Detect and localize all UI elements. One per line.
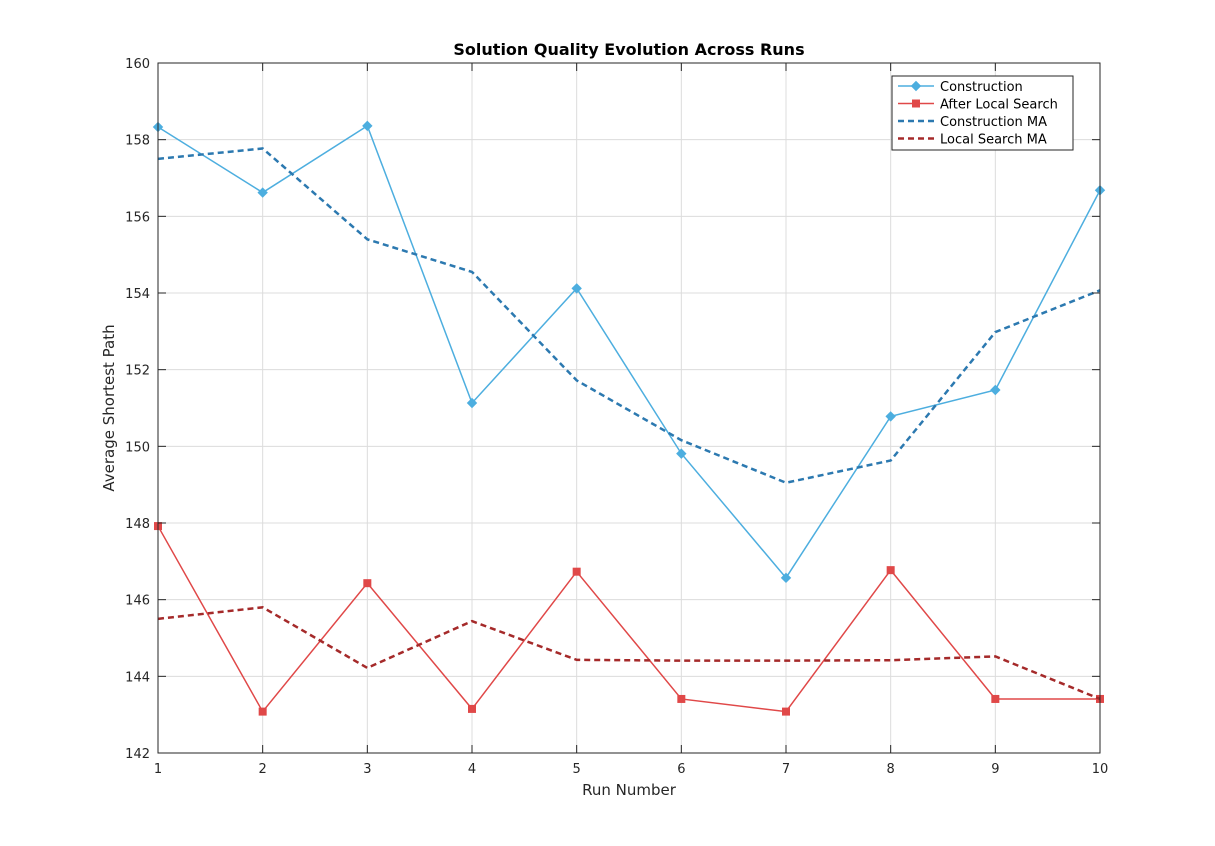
data-point-construction [257, 187, 268, 198]
y-tick-label: 160 [125, 57, 150, 72]
legend-label: After Local Search [940, 98, 1058, 113]
y-tick-label: 146 [125, 594, 150, 609]
axis-ticks: 1 2 3 4 5 6 7 8 9 10 142 144 146 148 150 152 154 156 158 16… [125, 57, 1108, 777]
y-tick-label: 148 [125, 517, 150, 532]
data-point-after-local-search [468, 704, 476, 713]
data-point-construction [780, 572, 792, 584]
legend-label: Construction MA [940, 115, 1047, 130]
data-point-after-local-search [572, 567, 581, 576]
data-point-construction [466, 397, 478, 409]
data-point-construction [362, 120, 373, 132]
x-tick-label: 6 [677, 762, 685, 777]
y-tick-label: 142 [125, 747, 150, 762]
y-tick-label: 150 [125, 440, 150, 455]
legend-label: Construction [940, 80, 1023, 95]
series-construction-ma [157, 147, 1101, 485]
x-tick-label: 4 [468, 762, 476, 777]
data-point-after-local-search [258, 707, 267, 716]
data-point-after-local-search [782, 707, 790, 716]
data-point-after-local-search [991, 694, 1000, 703]
y-tick-label: 156 [125, 210, 150, 225]
chart-title: Solution Quality Evolution Across Runs [453, 40, 804, 59]
series-layer [152, 120, 1106, 716]
x-tick-label: 1 [154, 762, 162, 777]
legend: Construction After Local Search Constructi… [891, 75, 1074, 151]
x-axis-label: Run Number [582, 781, 677, 799]
series-line-construction-ma [157, 147, 1101, 485]
data-point-construction [990, 384, 1001, 396]
data-point-after-local-search [677, 694, 686, 703]
data-point-construction [571, 283, 582, 294]
data-point-construction [885, 411, 896, 422]
y-tick-label: 154 [125, 287, 150, 302]
data-point-construction [676, 448, 687, 459]
plot-area [158, 63, 1100, 753]
y-tick-label: 152 [125, 364, 150, 379]
series-line-construction [157, 124, 1101, 580]
x-tick-label: 2 [259, 762, 267, 777]
series-line-after-local-search [157, 525, 1100, 713]
x-tick-label: 5 [573, 762, 581, 777]
x-tick-label: 10 [1092, 762, 1109, 777]
plot-frame [157, 62, 1101, 754]
x-tick-label: 7 [782, 762, 790, 777]
series-local-search-ma [157, 606, 1101, 701]
y-tick-label: 158 [125, 134, 150, 149]
legend-marker-after-local-search [912, 99, 920, 108]
y-axis-label: Average Shortest Path [100, 324, 118, 491]
data-point-after-local-search [363, 579, 372, 588]
x-tick-label: 8 [887, 762, 895, 777]
x-tick-label: 3 [363, 762, 371, 777]
series-line-local-search-ma [157, 606, 1101, 701]
series-construction [152, 120, 1106, 584]
data-point-after-local-search [886, 566, 895, 575]
y-tick-label: 144 [125, 670, 150, 685]
legend-marker-construction [910, 80, 922, 92]
legend-label: Local Search MA [940, 133, 1047, 148]
x-tick-label: 9 [991, 762, 999, 777]
